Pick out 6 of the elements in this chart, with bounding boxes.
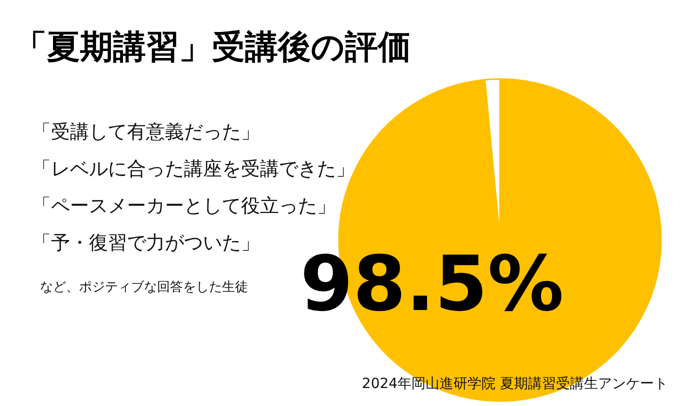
chart-title: 「夏期講習」受講後の評価 [14, 27, 411, 66]
text: 「レベルに合った講座を受講できた」 [32, 158, 355, 180]
text: など、ポジティブな回答をした生徒 [40, 280, 248, 295]
text: 「予・復習で力がついた」 [32, 232, 260, 254]
text: 「受講して有意義だった」 [32, 121, 260, 143]
text: 「ペースメーカーとして役立った」 [32, 195, 336, 217]
